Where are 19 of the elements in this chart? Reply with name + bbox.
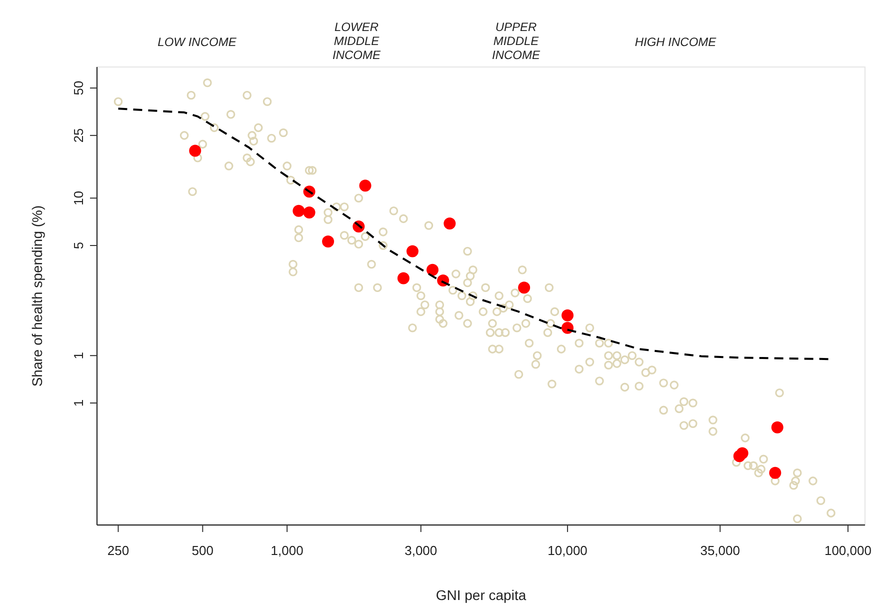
- x-tick-label: 35,000: [700, 543, 740, 558]
- y-tick-label: 50: [71, 80, 86, 96]
- y-tick-label: 10: [71, 190, 86, 206]
- y-tick-label: 1: [71, 352, 86, 360]
- y-tick-label: 1: [71, 399, 86, 407]
- text: LOWER MIDDLE INCOME: [332, 20, 382, 62]
- x-tick-label: 250: [107, 543, 130, 558]
- x-tick-label: 10,000: [548, 543, 588, 558]
- text: LOW INCOME: [158, 35, 238, 49]
- text: HIGH INCOME: [634, 35, 718, 49]
- x-tick-label: 1,000: [270, 543, 304, 558]
- y-tick-label: 5: [71, 242, 86, 250]
- y-axis-title: Share of health spending (%): [29, 205, 45, 387]
- y-tick-label: 25: [71, 128, 86, 143]
- x-axis-title: GNI per capita: [436, 587, 526, 603]
- x-tick-label: 100,000: [824, 543, 872, 558]
- text: UPPER MIDDLE INCOME: [492, 20, 541, 62]
- x-tick-label: 3,000: [404, 543, 438, 558]
- x-tick-label: 500: [192, 543, 214, 558]
